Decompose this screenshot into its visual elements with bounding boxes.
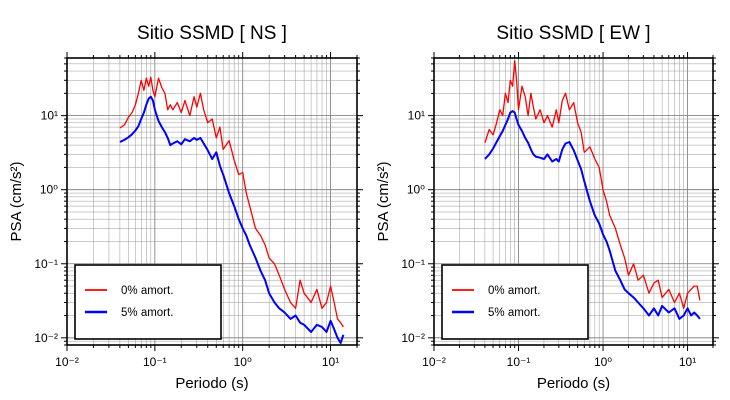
series-line-blue xyxy=(119,95,345,344)
legend-box xyxy=(74,264,222,340)
x-tick-label: 10⁻² xyxy=(55,355,79,369)
legend: 0% amort. 5% amort. xyxy=(74,264,222,340)
axis-ticks xyxy=(61,52,363,351)
y-tick-label: 10¹ xyxy=(41,109,58,123)
y-tick-label: 10¹ xyxy=(408,109,425,123)
legend-label: 5% amort. xyxy=(488,307,540,319)
x-tick-label: 10⁰ xyxy=(234,355,252,369)
chart-panel-ew: 10⁻² 10⁻¹ 10⁰ 10¹ 10¹ 10⁰ 10⁻¹ 10⁻² Sitio SSMD [… xyxy=(375,23,719,392)
y-tick-label: 10⁻² xyxy=(34,331,58,345)
legend-box xyxy=(441,264,589,340)
chart-panel-ns: 10⁻² 10⁻¹ 10⁰ 10¹ 10¹ 10⁰ 10⁻¹ 10⁻² Sitio SSMD [… xyxy=(8,23,363,392)
series-line-red xyxy=(119,76,344,328)
y-tick-label: 10⁻² xyxy=(401,331,425,345)
x-tick-label: 10⁻¹ xyxy=(507,355,531,369)
legend-label: 0% amort. xyxy=(121,285,173,297)
axis-ticks xyxy=(428,52,719,351)
chart-title: Sitio SSMD [ NS ] xyxy=(137,23,287,44)
y-tick-label: 10⁻¹ xyxy=(34,257,58,271)
x-tick-label: 10⁻¹ xyxy=(143,355,167,369)
series-line-blue xyxy=(484,110,701,320)
x-axis-label: Periodo (s) xyxy=(537,375,610,392)
x-tick-label: 10¹ xyxy=(322,355,339,369)
y-tick-label: 10⁰ xyxy=(407,183,425,197)
chart-title: Sitio SSMD [ EW ] xyxy=(496,23,650,44)
y-tick-label: 10⁰ xyxy=(40,183,58,197)
x-tick-label: 10⁻² xyxy=(422,355,446,369)
legend-label: 5% amort. xyxy=(121,307,173,319)
legend-label: 0% amort. xyxy=(488,285,540,297)
series-line-red xyxy=(484,60,701,309)
x-tick-label: 10⁰ xyxy=(594,355,612,369)
y-tick-label: 10⁻¹ xyxy=(401,257,425,271)
x-axis-label: Periodo (s) xyxy=(175,375,248,392)
y-axis-label: PSA (cm/s²) xyxy=(8,161,25,241)
legend: 0% amort. 5% amort. xyxy=(441,264,589,340)
y-axis-label: PSA (cm/s²) xyxy=(375,161,392,241)
x-tick-label: 10¹ xyxy=(679,355,696,369)
